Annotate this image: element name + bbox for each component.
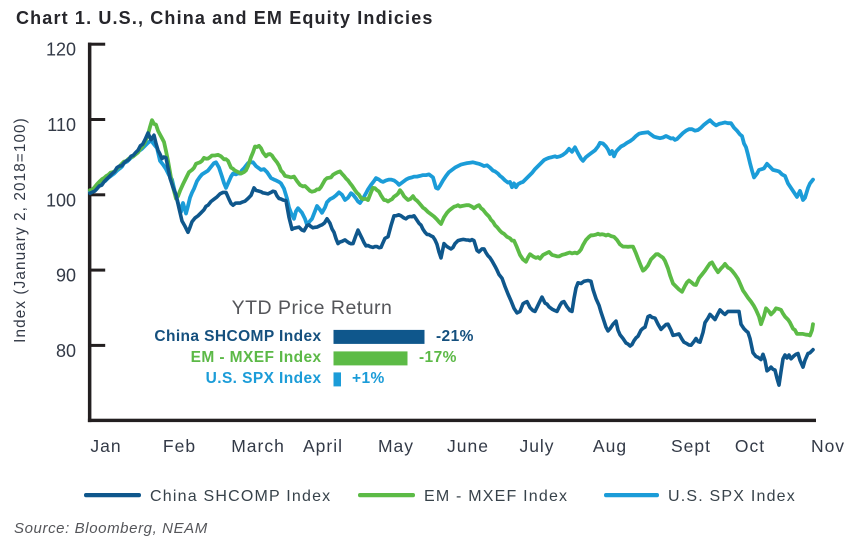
svg-text:U.S. SPX Index: U.S. SPX Index <box>206 370 322 387</box>
svg-text:EM - MXEF Index: EM - MXEF Index <box>191 349 322 366</box>
svg-text:Source: Bloomberg, NEAM: Source: Bloomberg, NEAM <box>14 520 208 537</box>
svg-text:June: June <box>447 436 489 456</box>
svg-text:EM - MXEF Index: EM - MXEF Index <box>424 488 568 505</box>
svg-text:U.S. SPX Index: U.S. SPX Index <box>668 488 796 505</box>
svg-text:Oct: Oct <box>735 436 765 456</box>
svg-text:Jan: Jan <box>90 436 121 456</box>
svg-text:China SHCOMP Index: China SHCOMP Index <box>154 328 321 345</box>
svg-text:July: July <box>519 436 554 456</box>
svg-text:Sept: Sept <box>671 436 711 456</box>
svg-text:80: 80 <box>56 341 76 361</box>
svg-text:Feb: Feb <box>163 436 196 456</box>
svg-text:90: 90 <box>56 266 76 286</box>
svg-text:YTD Price Return: YTD Price Return <box>232 297 393 319</box>
svg-text:-21%: -21% <box>436 328 474 345</box>
svg-text:May: May <box>378 436 414 456</box>
svg-text:+1%: +1% <box>352 370 385 387</box>
svg-text:Nov: Nov <box>811 436 845 456</box>
svg-text:110: 110 <box>47 115 76 135</box>
svg-text:China SHCOMP Index: China SHCOMP Index <box>150 488 331 505</box>
svg-text:Chart 1. U.S., China and EM Eq: Chart 1. U.S., China and EM Equity Indic… <box>16 8 434 28</box>
svg-text:100: 100 <box>46 190 76 210</box>
svg-text:April: April <box>303 436 343 456</box>
svg-text:Aug: Aug <box>593 436 627 456</box>
svg-text:-17%: -17% <box>419 349 457 366</box>
svg-text:March: March <box>231 436 285 456</box>
svg-text:Index (January 2, 2018=100): Index (January 2, 2018=100) <box>12 117 29 343</box>
svg-text:120: 120 <box>46 40 76 60</box>
